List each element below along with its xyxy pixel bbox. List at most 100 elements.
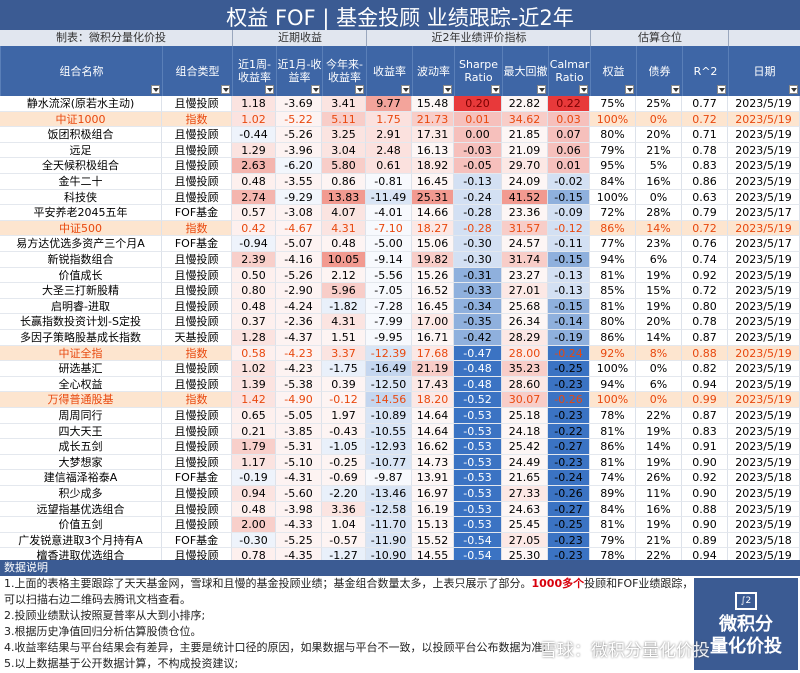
table-row[interactable]: 静水流深(原若水主动) 且慢投顾 1.18 -3.69 3.41 9.77 15.48 0.2… xyxy=(0,96,800,112)
filter-dropdown-icon[interactable] xyxy=(625,85,634,94)
cell-date: 2023/5/19 xyxy=(728,220,800,237)
col-header-type[interactable]: 组合类型 xyxy=(162,46,232,96)
cell-ytd: -1.75 xyxy=(322,361,366,377)
filter-dropdown-icon[interactable] xyxy=(491,85,500,94)
col-header-ret[interactable]: 收益率 xyxy=(366,46,412,96)
filter-dropdown-icon[interactable] xyxy=(221,85,230,94)
table-row[interactable]: 启明睿-进取 且慢投顾 0.48 -4.24 -1.82 -7.28 16.45 -0.34 2… xyxy=(0,298,800,315)
col-header-r2[interactable]: R^2 xyxy=(682,46,728,96)
cell-calmar: -0.25 xyxy=(548,361,590,377)
notes-title: 数据说明 xyxy=(0,560,800,576)
filter-dropdown-icon[interactable] xyxy=(401,85,410,94)
cell-vol: 16.45 xyxy=(412,174,454,190)
table-row[interactable]: 多因子策略股基成长指数 天基投顾 1.28 -4.37 1.51 -9.95 16.71 -0… xyxy=(0,330,800,346)
col-header-calmar[interactable]: Calmar Ratio xyxy=(548,46,590,96)
table-row[interactable]: 科技侠 且慢投顾 2.74 -9.29 13.83 -11.49 25.31 -0.24 41.… xyxy=(0,189,800,206)
table-row[interactable]: 全心权益 且慢投顾 1.39 -5.38 0.39 -12.50 17.43 -0.48 28.… xyxy=(0,376,800,393)
cell-date: 2023/5/19 xyxy=(728,517,800,533)
cell-calmar: -0.26 xyxy=(548,486,590,502)
table-row[interactable]: 成长五剑 且慢投顾 1.79 -5.31 -1.05 -12.93 16.62 -0.53 25… xyxy=(0,439,800,455)
table-row[interactable]: 饭团积极组合 且慢投顾 -0.44 -5.26 3.25 2.91 17.31 0.00 21.… xyxy=(0,127,800,143)
table-row[interactable]: 平安养老2045五年 FOF基金 0.57 -3.08 4.07 -4.01 14.66 -0… xyxy=(0,205,800,221)
cell-calmar: -0.19 xyxy=(548,330,590,346)
cell-calmar: -0.13 xyxy=(548,267,590,284)
cell-ytd: 3.41 xyxy=(322,96,366,112)
cell-r2: 0.87 xyxy=(682,330,728,346)
filter-dropdown-icon[interactable] xyxy=(789,85,798,94)
table-row[interactable]: 万得普通股基 指数 1.42 -4.90 -0.12 -14.56 18.20 -0.52 30… xyxy=(0,392,800,408)
col-header-date[interactable]: 日期 xyxy=(728,46,800,96)
cell-bond: 14% xyxy=(636,220,682,237)
col-header-ytd[interactable]: 今年来-收益率 xyxy=(322,46,366,96)
cell-equity: 100% xyxy=(590,189,636,206)
cell-wk: 0.94 xyxy=(232,486,276,502)
col-header-mdd[interactable]: 最大回撤 xyxy=(502,46,548,96)
col-header-mo[interactable]: 近1月-收益率 xyxy=(276,46,322,96)
table-row[interactable]: 研选基汇 且慢投顾 1.02 -4.23 -1.75 -16.49 21.19 -0.48 35… xyxy=(0,361,800,377)
cell-vol: 16.13 xyxy=(412,142,454,159)
logo-line1: 微积分 xyxy=(719,614,773,635)
table-row[interactable]: 价值五剑 且慢投顾 2.00 -4.33 1.04 -11.70 15.13 -0.53 25.… xyxy=(0,517,800,533)
table-row[interactable]: 远足 且慢投顾 1.29 -3.96 3.04 2.48 16.13 -0.03 21.09 0.… xyxy=(0,142,800,159)
cell-mo: -4.37 xyxy=(276,330,322,346)
table-row[interactable]: 中证全指 指数 0.58 -4.23 3.37 -12.39 17.68 -0.47 28.00… xyxy=(0,345,800,362)
cell-date: 2023/5/19 xyxy=(728,142,800,159)
cell-sharpe: 0.01 xyxy=(454,111,502,128)
cell-equity: 86% xyxy=(590,330,636,346)
cell-name: 大圣三打新股精 xyxy=(0,283,162,299)
watermark: 雪球：微积分量化价投 xyxy=(540,641,710,661)
cell-ret: -12.50 xyxy=(366,376,412,393)
col-header-vol[interactable]: 波动率 xyxy=(412,46,454,96)
cell-calmar: -0.09 xyxy=(548,205,590,221)
col-header-bond[interactable]: 债券 xyxy=(636,46,682,96)
note-item: 1.上面的表格主要跟踪了天天基金网，雪球和且慢的基金投顾业绩；基金组合数量太多，… xyxy=(4,576,694,608)
cell-wk: 2.00 xyxy=(232,517,276,533)
filter-dropdown-icon[interactable] xyxy=(151,85,160,94)
filter-dropdown-icon[interactable] xyxy=(355,85,364,94)
cell-ytd: 10.05 xyxy=(322,252,366,268)
cell-vol: 16.52 xyxy=(412,283,454,299)
filter-dropdown-icon[interactable] xyxy=(537,85,546,94)
cell-vol: 14.66 xyxy=(412,205,454,221)
cell-mo: -5.31 xyxy=(276,439,322,455)
table-row[interactable]: 远望指基优选组合 且慢投顾 0.48 -3.98 3.36 -12.58 16.19 -0.5… xyxy=(0,501,800,518)
col-header-wk[interactable]: 近1周-收益率 xyxy=(232,46,276,96)
table-row[interactable]: 易方达优选多资产三个月A FOF基金 -0.94 -5.07 0.48 -5.00 15.0… xyxy=(0,236,800,252)
filter-dropdown-icon[interactable] xyxy=(265,85,274,94)
table-row[interactable]: 全天候积极组合 且慢投顾 2.63 -6.20 5.80 0.61 18.92 -0.05 29… xyxy=(0,158,800,174)
table-row[interactable]: 大圣三打新股精 且慢投顾 0.80 -2.90 5.96 -7.05 16.52 -0.33 2… xyxy=(0,283,800,299)
cell-date: 2023/5/19 xyxy=(728,283,800,299)
cell-calmar: -0.27 xyxy=(548,501,590,518)
filter-dropdown-icon[interactable] xyxy=(311,85,320,94)
cell-ret: 9.77 xyxy=(366,96,412,112)
table-row[interactable]: 周周同行 且慢投顾 0.65 -5.05 1.97 -10.89 14.64 -0.53 25.… xyxy=(0,408,800,424)
cell-date: 2023/5/19 xyxy=(728,454,800,471)
table-row[interactable]: 大梦想家 且慢投顾 1.17 -5.10 -0.25 -10.77 14.73 -0.53 24… xyxy=(0,454,800,471)
table-row[interactable]: 中证1000 指数 1.02 -5.22 5.11 1.75 21.73 0.01 34.62 0… xyxy=(0,111,800,128)
table-row[interactable]: 新锐指数组合 且慢投顾 2.39 -4.16 10.05 -9.14 19.82 -0.30 3… xyxy=(0,252,800,268)
cell-vol: 21.73 xyxy=(412,111,454,128)
col-header-equity[interactable]: 权益 xyxy=(590,46,636,96)
cell-name: 静水流深(原若水主动) xyxy=(0,96,162,112)
filter-dropdown-icon[interactable] xyxy=(671,85,680,94)
cell-sharpe: -0.47 xyxy=(454,345,502,362)
filter-dropdown-icon[interactable] xyxy=(579,85,588,94)
cell-vol: 18.92 xyxy=(412,158,454,174)
table-row[interactable]: 广发锐意进取3个月持有A FOF基金 -0.30 -5.25 -0.57 -11.90 15… xyxy=(0,532,800,549)
cell-ret: -0.81 xyxy=(366,174,412,190)
table-row[interactable]: 中证500 指数 0.42 -4.67 4.31 -7.10 18.27 -0.28 31.57… xyxy=(0,220,800,237)
table-row[interactable]: 四大天王 且慢投顾 0.21 -3.85 -0.43 -10.55 14.64 -0.53 24… xyxy=(0,423,800,440)
cell-type: 且慢投顾 xyxy=(162,267,232,284)
filter-dropdown-icon[interactable] xyxy=(443,85,452,94)
table-row[interactable]: 价值成长 且慢投顾 0.50 -5.26 2.12 -5.56 15.26 -0.31 23.2… xyxy=(0,267,800,284)
table-row[interactable]: 长赢指数投资计划-S定投 且慢投顾 0.37 -2.36 4.31 -7.99 17.00-… xyxy=(0,314,800,330)
table-row[interactable]: 积少成多 且慢投顾 0.94 -5.60 -2.20 -13.46 16.97 -0.53 27… xyxy=(0,486,800,502)
table-row[interactable]: 建信福泽裕泰A FOF基金 -0.19 -4.31 -0.69 -9.87 13.91 -0.… xyxy=(0,470,800,486)
col-header-sharpe[interactable]: Sharpe Ratio xyxy=(454,46,502,96)
cell-mdd: 21.09 xyxy=(502,142,548,159)
cell-mo: -4.23 xyxy=(276,361,322,377)
col-header-name[interactable]: 组合名称 xyxy=(0,46,162,96)
table-row[interactable]: 金牛二十 且慢投顾 0.48 -3.55 0.86 -0.81 16.45 -0.13 24.0… xyxy=(0,174,800,190)
filter-dropdown-icon[interactable] xyxy=(717,85,726,94)
cell-r2: 0.78 xyxy=(682,314,728,330)
